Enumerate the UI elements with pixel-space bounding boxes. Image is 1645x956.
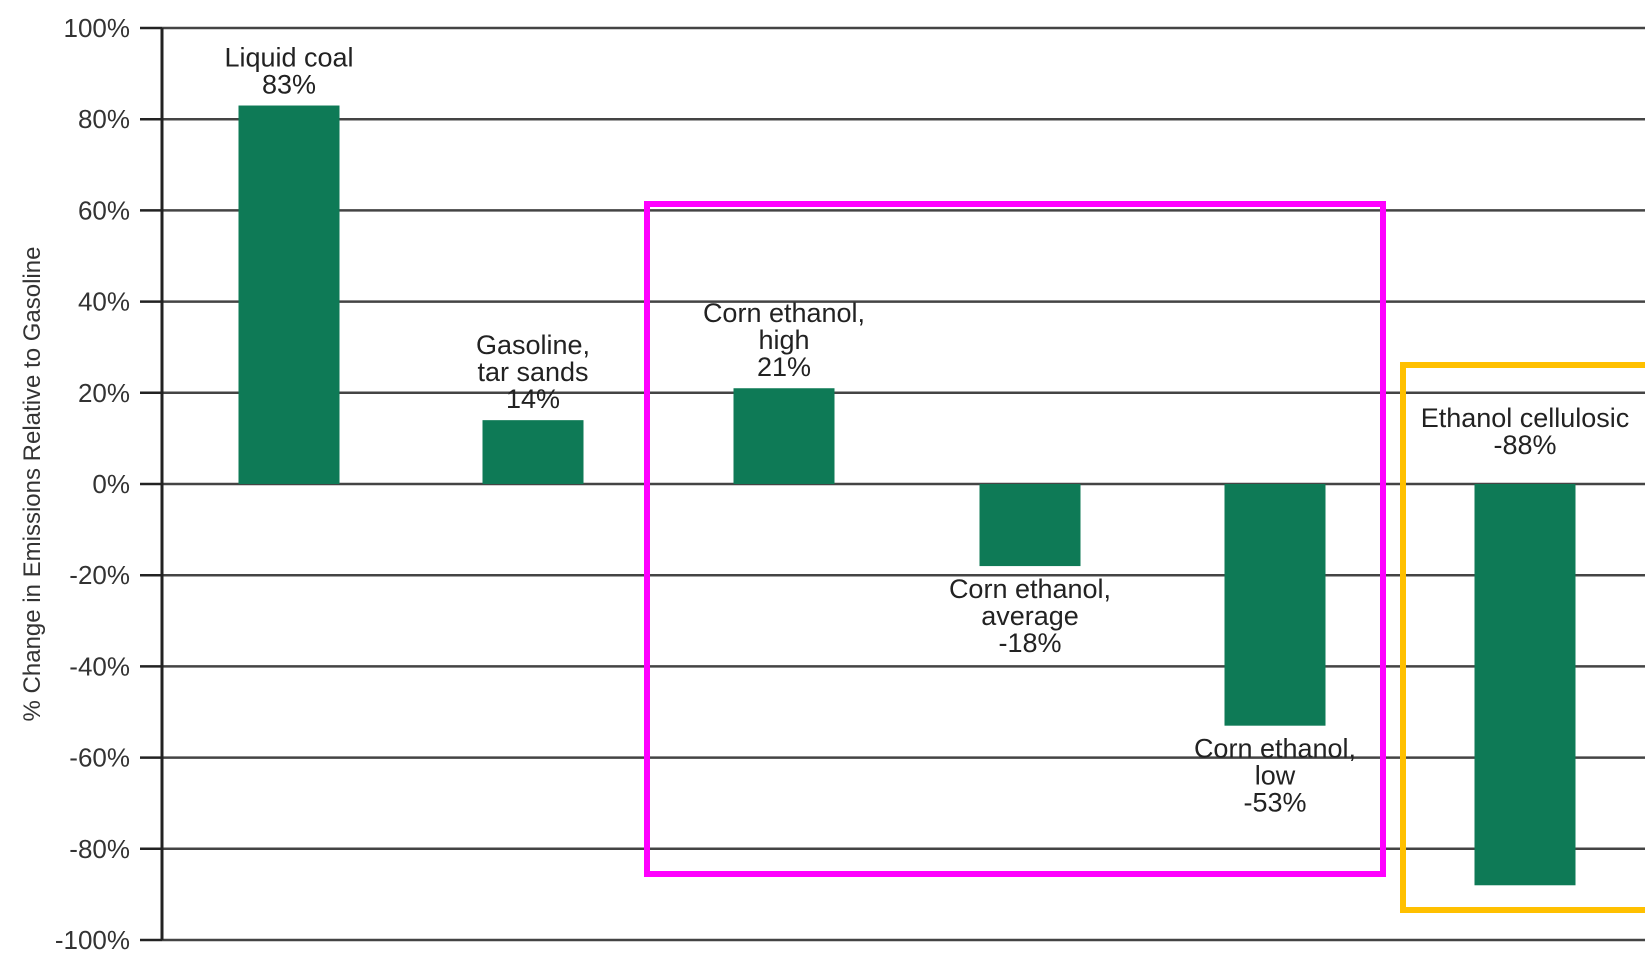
data-label: -53% xyxy=(1243,788,1306,818)
y-tick-label: 20% xyxy=(78,378,130,408)
data-label: Corn ethanol, xyxy=(1194,734,1356,764)
gridlines xyxy=(140,26,1645,942)
data-label: Gasoline, xyxy=(476,330,590,360)
data-label: Corn ethanol, xyxy=(949,574,1111,604)
bar xyxy=(1224,484,1326,726)
data-label: Liquid coal xyxy=(224,43,353,73)
y-tick-label: -80% xyxy=(69,834,130,864)
data-label: high xyxy=(758,325,809,355)
bars xyxy=(238,105,1576,886)
data-label: 14% xyxy=(506,384,560,414)
data-label: low xyxy=(1255,761,1296,791)
y-tick-label: 40% xyxy=(78,287,130,317)
cellulosic-highlight-box xyxy=(1400,362,1645,913)
data-label: 21% xyxy=(757,352,811,382)
data-label: average xyxy=(981,601,1079,631)
corn-ethanol-highlight-box xyxy=(644,201,1386,877)
data-label: Corn ethanol, xyxy=(703,298,865,328)
y-tick-label: -100% xyxy=(55,925,130,955)
y-tick-label: 80% xyxy=(78,104,130,134)
y-tick-label: 60% xyxy=(78,195,130,225)
y-tick-label: 0% xyxy=(92,469,130,499)
bar xyxy=(979,484,1081,567)
bar xyxy=(733,388,835,484)
highlight-boxes xyxy=(644,201,1645,913)
y-tick-label: -20% xyxy=(69,560,130,590)
data-label: tar sands xyxy=(477,357,588,387)
y-tick-label: -60% xyxy=(69,743,130,773)
bar xyxy=(482,420,584,484)
y-tick-label: 100% xyxy=(64,13,131,43)
bar xyxy=(238,105,340,485)
bar xyxy=(1474,484,1576,886)
y-axis-title: % Change in Emissions Relative to Gasoli… xyxy=(19,247,46,722)
data-label: -88% xyxy=(1493,430,1556,460)
data-label: Ethanol cellulosic xyxy=(1421,403,1630,433)
data-label: 83% xyxy=(262,70,316,100)
y-tick-labels: 100% 80% 60% 40% 20% 0% -20% -40% -60% -80% -100% xyxy=(55,13,130,955)
y-tick-label: -40% xyxy=(69,651,130,681)
data-label: -18% xyxy=(998,628,1061,658)
